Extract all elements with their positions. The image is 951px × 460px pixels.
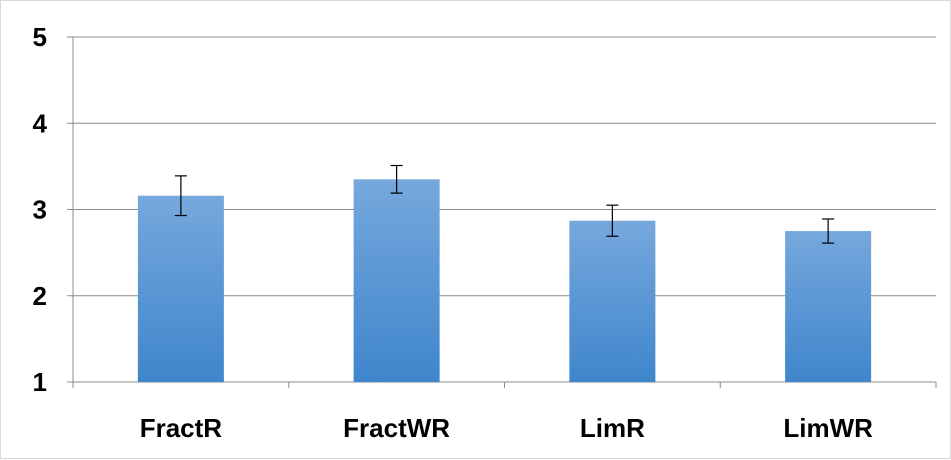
bars — [137, 179, 872, 382]
error-bar-limr — [606, 204, 619, 237]
x-category-label: LimR — [580, 413, 645, 443]
bar-fractwr — [353, 179, 440, 382]
error-bars — [174, 164, 835, 244]
error-bar-limwr — [822, 218, 835, 244]
y-tick-label: 5 — [33, 22, 47, 52]
x-category-label: FractWR — [343, 413, 450, 443]
y-tick-label: 1 — [33, 367, 47, 397]
x-category-label: FractR — [140, 413, 223, 443]
x-category-label: LimWR — [783, 413, 873, 443]
error-bar-fractwr — [390, 164, 403, 194]
bar-limr — [569, 220, 656, 382]
y-tick-label: 3 — [33, 195, 47, 225]
y-tick-label: 4 — [33, 108, 48, 138]
y-tick-label: 2 — [33, 281, 47, 311]
bar-limwr — [785, 231, 872, 382]
error-bar-fractr — [174, 175, 187, 217]
bar-fractr — [137, 195, 224, 382]
labels: 1 2 3 4 5 FractR FractWR LimR LimWR — [33, 22, 874, 443]
